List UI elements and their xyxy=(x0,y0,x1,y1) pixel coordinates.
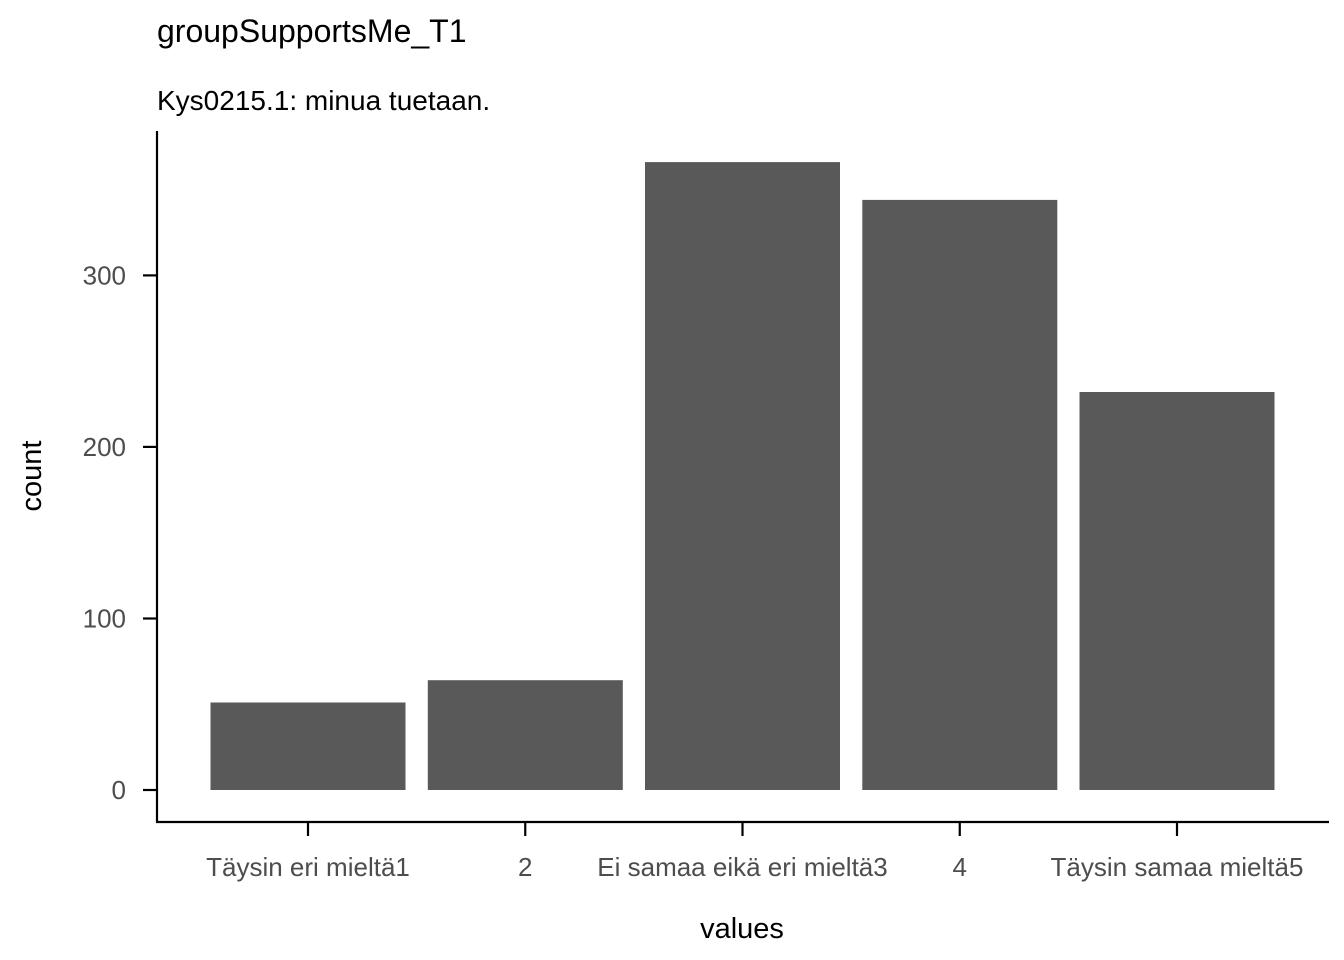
y-axis-label: count xyxy=(16,441,48,512)
y-tick-label-200: 200 xyxy=(83,432,126,462)
x-ticks-group: Täysin eri mieltä1 2 Ei samaa eikä eri mie… xyxy=(206,822,1303,882)
chart-subtitle: Kys0215.1: minua tuetaan. xyxy=(157,85,490,116)
x-tick-label-3: Ei samaa eikä eri mieltä3 xyxy=(597,852,887,882)
chart-title: groupSupportsMe_T1 xyxy=(157,13,467,49)
bar-1 xyxy=(210,702,406,790)
bar-2 xyxy=(427,680,623,790)
bar-4 xyxy=(862,199,1058,790)
x-tick-label-1: Täysin eri mieltä1 xyxy=(206,852,410,882)
y-tick-label-300: 300 xyxy=(83,260,126,290)
x-tick-label-5: Täysin samaa mieltä5 xyxy=(1051,852,1304,882)
bar-5 xyxy=(1079,392,1275,790)
y-ticks-group: 0 100 200 300 xyxy=(83,260,157,805)
x-tick-label-2: 2 xyxy=(518,852,532,882)
x-axis-label: values xyxy=(700,913,784,945)
y-tick-label-100: 100 xyxy=(83,604,126,634)
bar-3 xyxy=(645,162,840,791)
y-tick-label-0: 0 xyxy=(112,775,126,805)
bars-group xyxy=(210,162,1275,791)
x-tick-label-4: 4 xyxy=(953,852,967,882)
